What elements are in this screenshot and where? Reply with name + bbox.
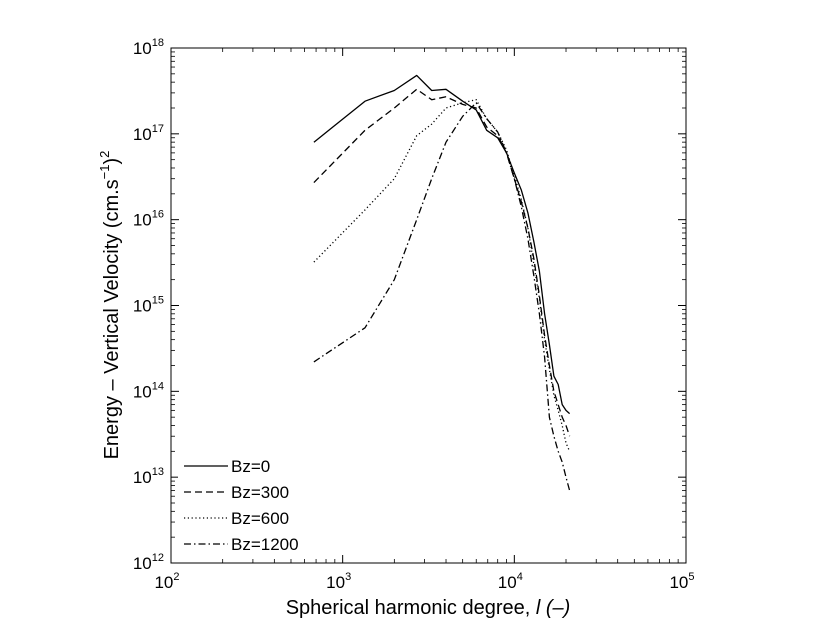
legend-entry: Bz=1200 [231,535,299,554]
y-tick-label: 1013 [133,466,164,487]
y-axis-label: Energy – Vertical Velocity (cm.s−1)2 [97,151,123,460]
tick-layer [170,47,687,564]
x-tick-label: 102 [154,571,179,592]
series-layer [313,74,571,491]
legend: Bz=0 Bz=300 Bz=600 Bz=1200 [178,450,328,558]
label-layer: 102 103 104 105 1012 1013 1014 1015 1016 1017 1018 [133,37,695,592]
series-line-bz-300 [313,88,571,437]
x-tick-label: 105 [669,571,694,592]
y-tick-label: 1015 [133,295,164,316]
y-tick-label: 1016 [133,209,164,230]
legend-box [178,450,328,558]
y-tick-label: 1012 [133,552,164,573]
y-tick-label: 1018 [133,37,164,58]
y-tick-label: 1014 [133,380,164,401]
x-axis-label: Spherical harmonic degree, l (–) [286,597,571,619]
x-tick-label: 104 [498,571,523,592]
legend-entry: Bz=600 [231,509,289,528]
legend-entry: Bz=300 [231,483,289,502]
legend-entry: Bz=0 [231,457,270,476]
y-tick-label: 1017 [133,123,164,144]
x-tick-label: 103 [326,571,351,592]
